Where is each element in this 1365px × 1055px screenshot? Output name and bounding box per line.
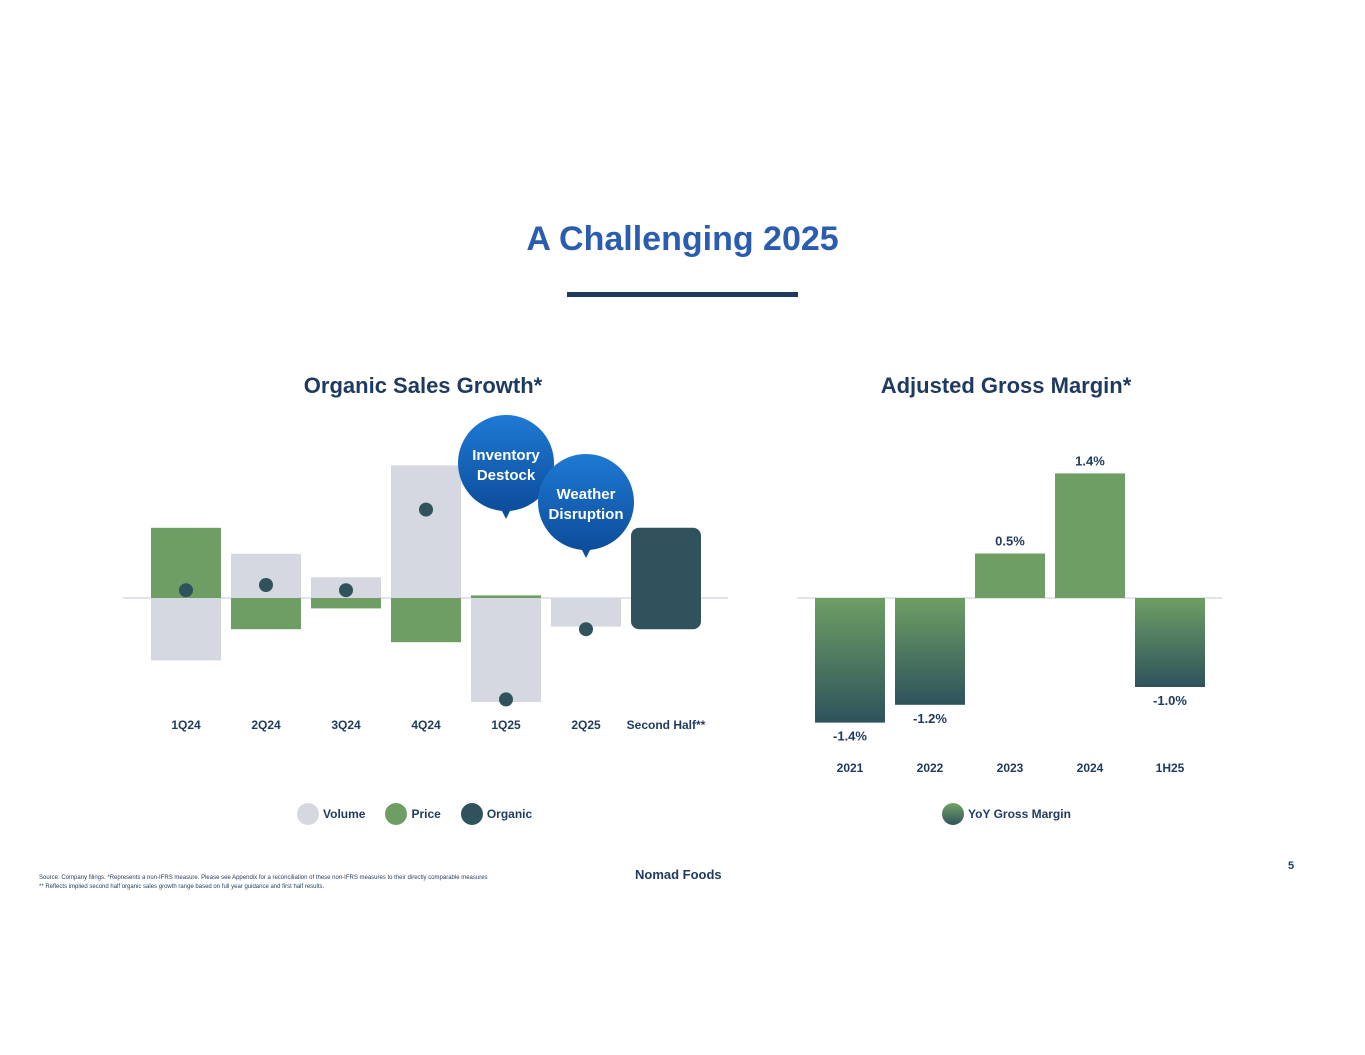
annotation-bubble: Weather Disruption: [538, 454, 634, 558]
category-tick-label: Second Half**: [627, 718, 706, 732]
legend-organic: Organic: [460, 803, 533, 825]
gross-margin-data-label: -1.2%: [913, 711, 947, 726]
gross-margin-bar: [1135, 598, 1205, 687]
annotation-bubble: Inventory Destock: [458, 415, 554, 519]
category-tick-label: 3Q24: [331, 718, 361, 732]
price-bar: [471, 595, 541, 598]
year-tick-label: 2024: [1077, 761, 1104, 775]
gross-margin-data-label: 1.4%: [1075, 453, 1105, 468]
organic-dot: [259, 578, 273, 592]
annotation-text-line1: Weather: [557, 486, 616, 503]
bubble-circle: [538, 454, 634, 550]
organic-dot: [499, 692, 513, 707]
category-tick-label: 1Q24: [171, 718, 201, 732]
legend-yoy-label: YoY Gross Margin: [968, 807, 1071, 821]
year-tick-label: 2023: [997, 761, 1024, 775]
legend-yoy-swatch: [942, 803, 964, 825]
page-number: 5: [1288, 860, 1295, 872]
year-tick-label: 2021: [837, 761, 864, 775]
organic-sales-growth-chart: 1Q24 2Q24 3Q24 4Q24 1Q25 2Q25 Second Half** Inv…: [123, 415, 728, 732]
year-tick-label: 2022: [917, 761, 944, 775]
volume-bar: [391, 465, 461, 598]
price-bar: [311, 598, 381, 609]
gross-margin-chart: -1.4% 2021 -1.2% 2022 0.5% 2023 1.4% 2024 -1.0% 1…: [797, 453, 1222, 775]
legend-volume: Volume: [297, 803, 365, 825]
volume-bar: [551, 598, 621, 627]
gross-margin-data-label: -1.0%: [1153, 693, 1187, 708]
annotation-text-line2: Disruption: [549, 506, 624, 523]
annotation-text-line2: Destock: [477, 467, 536, 484]
gross-margin-data-label: 0.5%: [995, 534, 1025, 549]
gross-margin-bar: [815, 598, 885, 723]
gross-margin-data-label: -1.4%: [833, 729, 867, 744]
organic-dot: [179, 583, 193, 598]
year-tick-label: 1H25: [1156, 761, 1185, 775]
organic-sales-growth-title: Organic Sales Growth*: [303, 373, 543, 398]
page-title: A Challenging 2025: [526, 220, 839, 258]
brand-logo: Nomad Foods: [635, 867, 722, 882]
legend-volume-swatch: [297, 803, 319, 825]
gross-margin-title: Adjusted Gross Margin*: [880, 373, 1132, 398]
organic-dot: [579, 622, 593, 637]
legend-organic-label: Organic: [486, 807, 533, 821]
footnote-second-half: ** Reflects implied second half organic …: [39, 884, 325, 890]
volume-bar: [151, 598, 221, 661]
legend-price-label: Price: [411, 807, 441, 821]
footnote-source: Source: Company filings. *Represents a n…: [39, 875, 488, 881]
legend-price-swatch: [385, 803, 408, 825]
gross-margin-legend: YoY Gross Margin: [942, 803, 1091, 825]
legend-yoy-gross-margin: YoY Gross Margin: [942, 803, 1071, 825]
gross-margin-bar: [975, 553, 1045, 598]
category-tick-label: 1Q25: [491, 718, 521, 732]
legend-organic-swatch: [460, 803, 483, 825]
gross-margin-bar: [895, 598, 965, 705]
bubble-circle: [458, 415, 554, 511]
volume-bar: [471, 598, 541, 702]
category-tick-label: 4Q24: [411, 718, 441, 732]
category-tick-label: 2Q24: [251, 718, 281, 732]
legend-volume-label: Volume: [323, 807, 366, 821]
footnote: Source: Company filings. *Represents a n…: [39, 874, 569, 892]
second-half-range-bar: [631, 527, 701, 630]
category-tick-label: 2Q25: [571, 718, 601, 732]
gross-margin-bar: [1055, 473, 1125, 598]
organic-dot: [419, 502, 433, 517]
organic-dot: [339, 583, 353, 598]
legend-price: Price: [385, 803, 441, 825]
annotation-text-line1: Inventory: [472, 447, 540, 464]
organic-legend: Volume Price Organic: [297, 803, 552, 825]
price-bar: [391, 598, 461, 643]
title-underline: [567, 292, 798, 297]
price-bar: [231, 598, 301, 630]
